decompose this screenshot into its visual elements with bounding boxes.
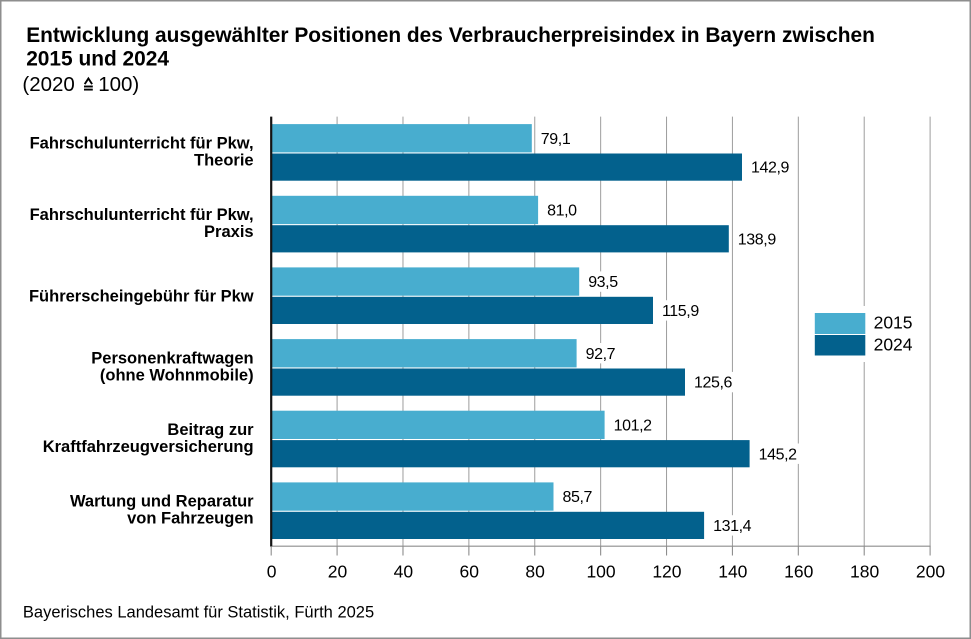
svg-text:131,4: 131,4 [713, 518, 752, 535]
svg-text:Beitrag zur: Beitrag zur [167, 421, 254, 439]
svg-text:Theorie: Theorie [194, 151, 254, 169]
svg-text:60: 60 [460, 561, 480, 581]
svg-text:81,0: 81,0 [547, 203, 577, 220]
svg-text:140: 140 [718, 561, 747, 581]
svg-text:142,9: 142,9 [751, 160, 790, 177]
svg-text:80: 80 [525, 561, 545, 581]
svg-text:20: 20 [328, 561, 348, 581]
svg-text:40: 40 [394, 561, 414, 581]
svg-text:85,7: 85,7 [563, 489, 593, 506]
svg-text:100): 100) [98, 73, 139, 96]
svg-text:0: 0 [267, 561, 277, 581]
svg-text:160: 160 [784, 561, 813, 581]
svg-text:(2020: (2020 [22, 73, 74, 96]
svg-text:138,9: 138,9 [738, 231, 777, 248]
svg-text:101,2: 101,2 [614, 418, 653, 435]
svg-text:Bayerisches Landesamt für Stat: Bayerisches Landesamt für Statistik, Für… [23, 603, 374, 621]
svg-text:Wartung und Reparatur: Wartung und Reparatur [70, 493, 254, 511]
svg-text:(ohne Wohnmobile): (ohne Wohnmobile) [100, 366, 254, 384]
svg-text:2015: 2015 [874, 312, 913, 332]
svg-text:180: 180 [850, 561, 879, 581]
svg-text:79,1: 79,1 [541, 131, 571, 148]
svg-text:93,5: 93,5 [588, 274, 618, 291]
svg-text:125,6: 125,6 [694, 375, 733, 392]
svg-text:Kraftfahrzeugversicherung: Kraftfahrzeugversicherung [43, 438, 254, 456]
svg-text:Personenkraftwagen: Personenkraftwagen [91, 349, 253, 367]
svg-text:100: 100 [586, 561, 615, 581]
svg-text:Fahrschulunterricht für Pkw,: Fahrschulunterricht für Pkw, [30, 206, 254, 224]
svg-text:Entwicklung ausgewählter Posit: Entwicklung ausgewählter Positionen des … [26, 24, 875, 47]
svg-text:Praxis: Praxis [204, 223, 254, 241]
svg-text:Fahrschulunterricht für Pkw,: Fahrschulunterricht für Pkw, [30, 134, 254, 152]
svg-text:2015 und 2024: 2015 und 2024 [26, 48, 169, 71]
svg-text:145,2: 145,2 [759, 446, 798, 463]
svg-text:120: 120 [652, 561, 681, 581]
svg-text:92,7: 92,7 [586, 346, 616, 363]
svg-text:von Fahrzeugen: von Fahrzeugen [127, 510, 254, 528]
svg-text:Führerscheingebühr für Pkw: Führerscheingebühr für Pkw [29, 287, 254, 305]
svg-text:200: 200 [916, 561, 945, 581]
svg-text:115,9: 115,9 [662, 303, 699, 320]
svg-text:2024: 2024 [874, 335, 913, 355]
